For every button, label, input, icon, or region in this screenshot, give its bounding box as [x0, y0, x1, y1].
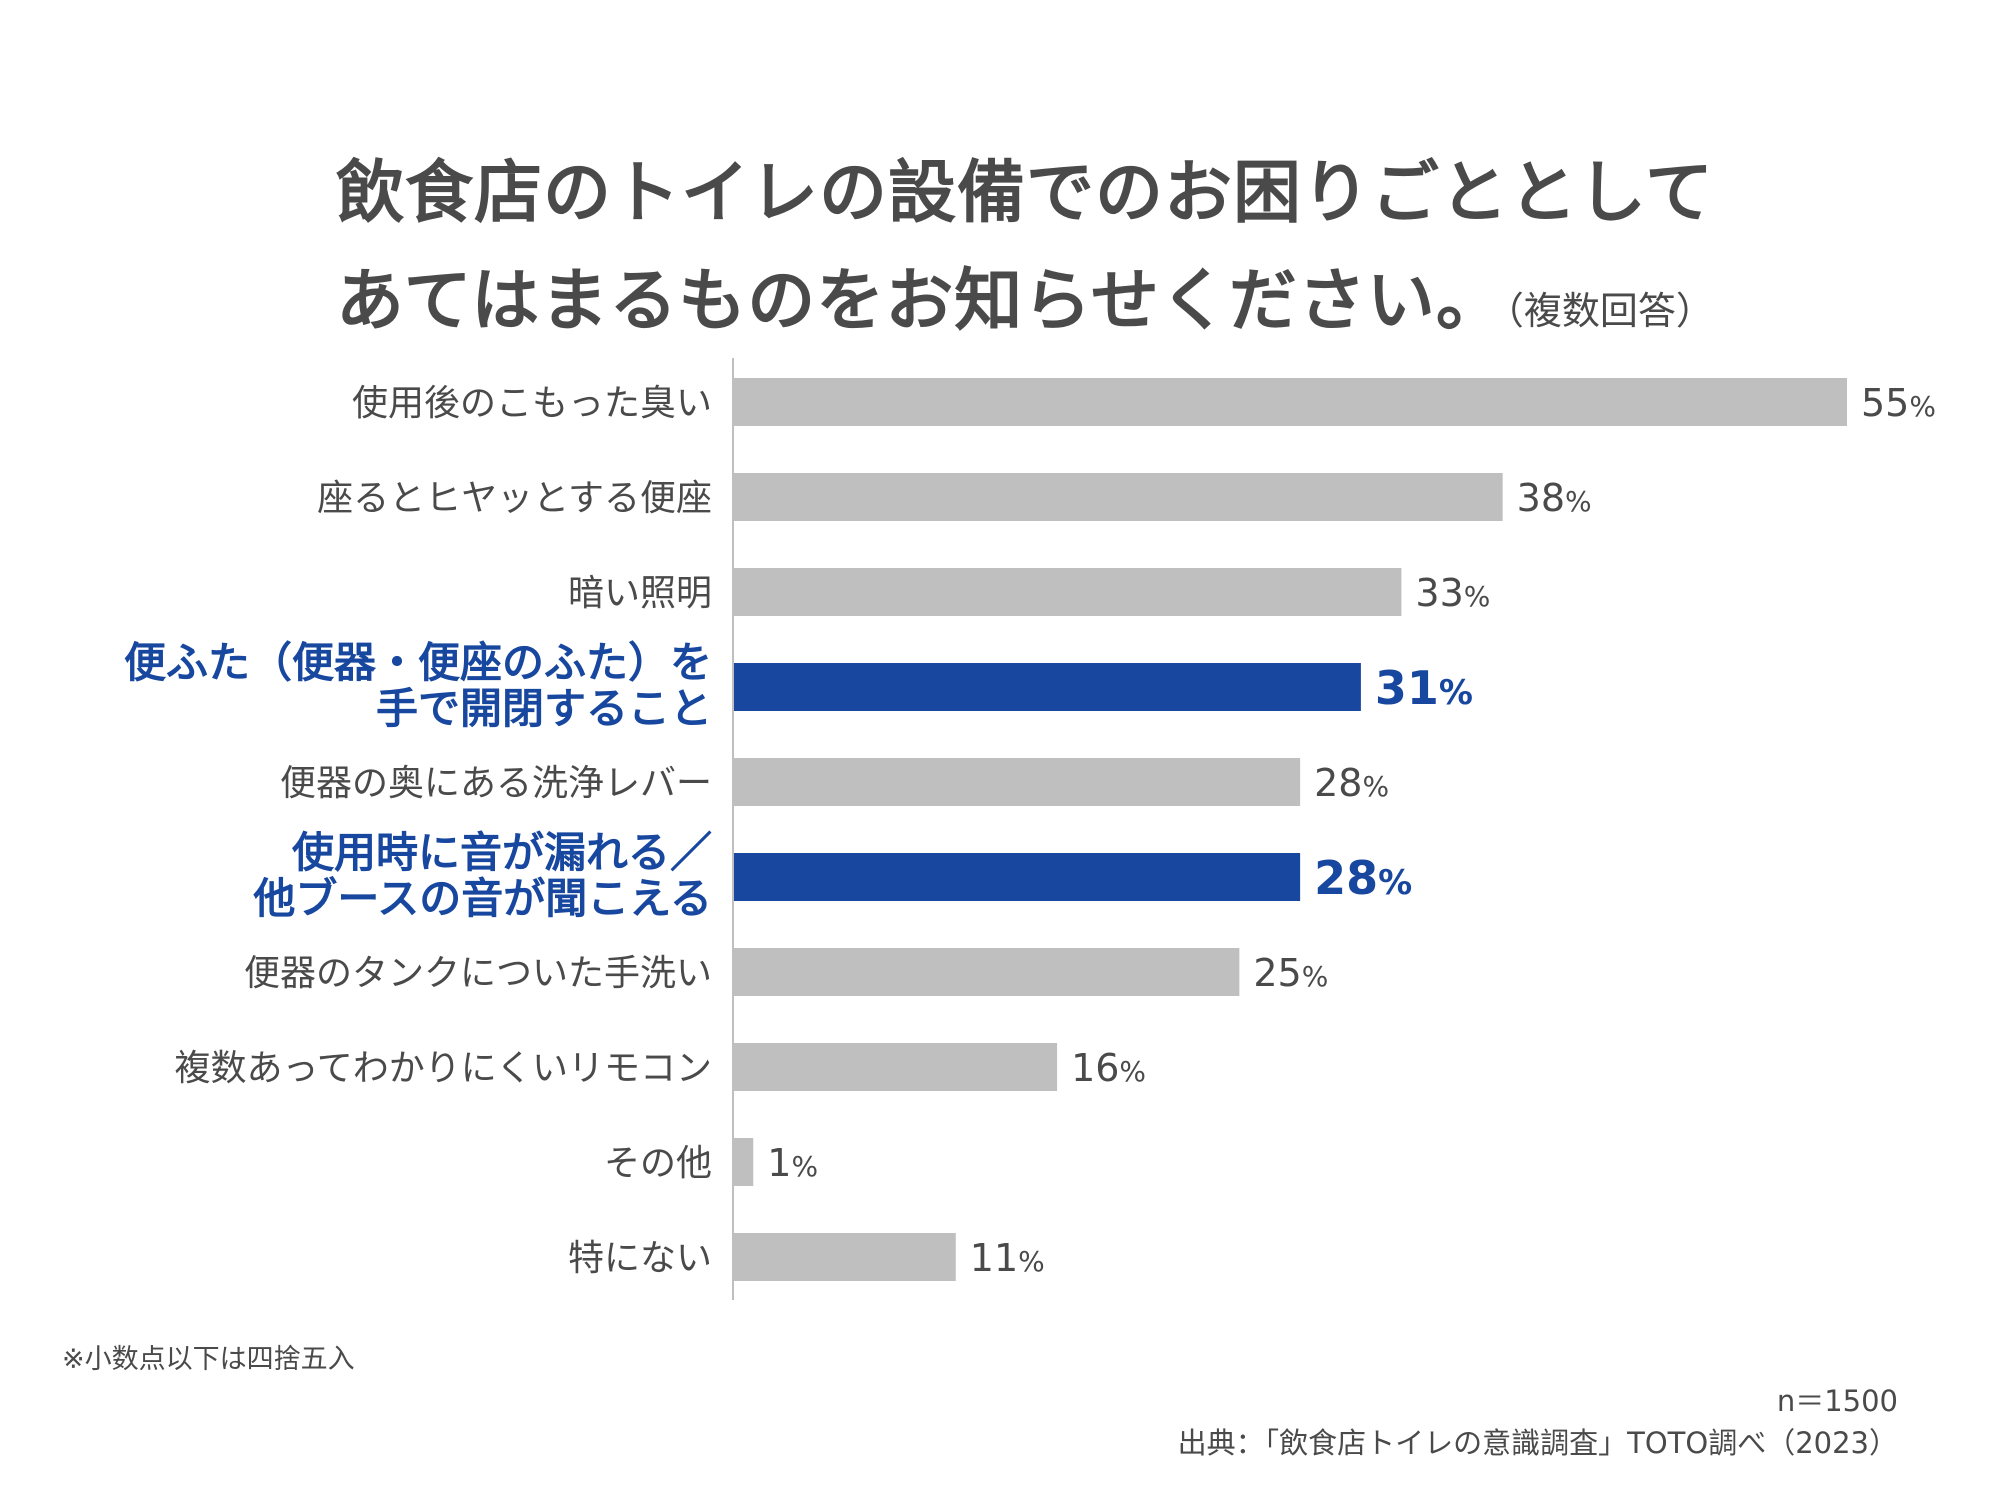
value-label: 55% — [1861, 381, 1936, 425]
bar — [733, 758, 1301, 806]
bar — [733, 853, 1301, 901]
category-label: 使用後のこもった臭い — [352, 383, 712, 424]
value-label: 25% — [1253, 951, 1328, 995]
value-label: 28% — [1314, 761, 1389, 805]
value-label: 28% — [1314, 851, 1412, 905]
value-label: 16% — [1071, 1046, 1146, 1090]
footnote: ※小数点以下は四捨五入 — [62, 1344, 355, 1375]
bar — [733, 473, 1503, 521]
title-suffix: （複数回答） — [1504, 289, 1714, 333]
bar — [733, 1043, 1058, 1091]
category-label: 使用時に音が漏れる／他ブースの音が聞こえる — [252, 828, 712, 923]
category-label: その他 — [604, 1143, 712, 1184]
value-label: 33% — [1415, 571, 1490, 615]
bar — [733, 663, 1361, 711]
bar — [733, 378, 1847, 426]
value-label: 31% — [1375, 661, 1473, 715]
sample-size: n＝1500 — [1776, 1384, 1898, 1418]
value-label: 11% — [970, 1236, 1045, 1280]
category-label: 便器のタンクについた手洗い — [244, 953, 712, 994]
chart-title: 飲食店のトイレの設備でのお困りごととして あてはまるものをお知らせください。（複… — [336, 140, 1896, 365]
category-label: 複数あってわかりにくいリモコン — [175, 1048, 712, 1089]
category-label: 座るとヒヤッとする便座 — [317, 478, 712, 519]
title-line-2-main: あてはまるものをお知らせください。 — [336, 262, 1505, 341]
title-line-1: 飲食店のトイレの設備でのお困りごととして — [336, 154, 1714, 233]
category-label: 特にない — [568, 1238, 712, 1279]
title-line-2: あてはまるものをお知らせください。（複数回答） — [336, 248, 1896, 365]
source-note: 出典：「飲食店トイレの意識調査」TOTO調べ（2023） — [1177, 1426, 1898, 1460]
bar — [733, 1138, 754, 1186]
category-label: 便ふた（便器・便座のふた）を手で開閉すること — [124, 638, 712, 733]
bar — [733, 948, 1240, 996]
bar — [733, 1233, 956, 1281]
value-label: 38% — [1517, 476, 1592, 520]
bar — [733, 568, 1402, 616]
value-label: 1% — [767, 1141, 818, 1185]
category-label: 暗い照明 — [568, 573, 712, 614]
bar-chart: 使用後のこもった臭い 55% 座るとヒヤッとする便座 38% 暗い照明 33% 便ふた（便器… — [124, 358, 1936, 1300]
category-label: 便器の奥にある洗浄レバー — [280, 763, 712, 804]
